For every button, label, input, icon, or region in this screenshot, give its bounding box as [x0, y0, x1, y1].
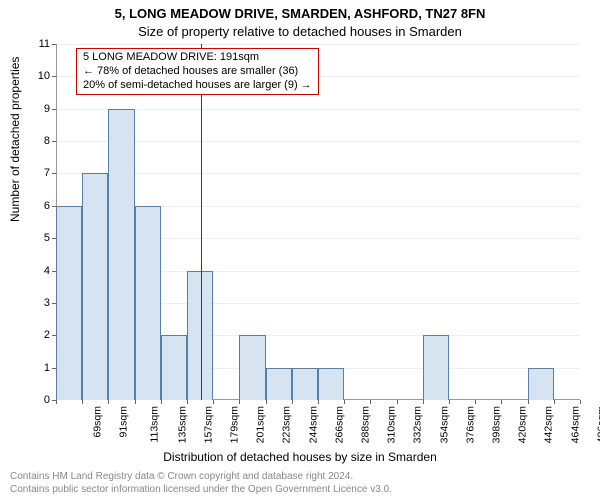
histogram-bar [108, 109, 134, 400]
footer-line1: Contains HM Land Registry data © Crown c… [10, 471, 392, 484]
x-tick-label: 113sqm [149, 406, 161, 443]
reference-line [201, 44, 202, 400]
x-axis-label: Distribution of detached houses by size … [0, 450, 600, 464]
x-tick-label: 376sqm [464, 406, 476, 443]
histogram-bar [56, 206, 82, 400]
histogram-bar [266, 368, 292, 400]
x-tick-label: 157sqm [202, 406, 214, 443]
x-tick-label: 135sqm [176, 406, 188, 443]
page-subtitle: Size of property relative to detached ho… [0, 24, 600, 39]
x-tick-label: 69sqm [92, 406, 104, 438]
footer-credits: Contains HM Land Registry data © Crown c… [10, 471, 392, 496]
x-tick-label: 266sqm [333, 406, 345, 443]
x-tick-label: 464sqm [569, 406, 581, 443]
x-tick-label: 91sqm [118, 406, 130, 438]
y-axis-label: Number of detached properties [8, 57, 22, 222]
histogram-bar [161, 335, 187, 400]
histogram-bar [187, 271, 213, 400]
y-tick-label: 2 [30, 329, 50, 341]
y-tick-label: 9 [30, 103, 50, 115]
y-tick-label: 3 [30, 297, 50, 309]
histogram-bar [82, 173, 108, 400]
histogram-bar [292, 368, 318, 400]
legend-box: 5 LONG MEADOW DRIVE: 191sqm← 78% of deta… [76, 48, 319, 95]
y-tick-label: 6 [30, 200, 50, 212]
footer-line2: Contains public sector information licen… [10, 484, 392, 497]
histogram-bar [135, 206, 161, 400]
y-tick-label: 7 [30, 167, 50, 179]
y-tick-label: 0 [30, 394, 50, 406]
page-title-address: 5, LONG MEADOW DRIVE, SMARDEN, ASHFORD, … [0, 6, 600, 21]
x-tick-label: 223sqm [281, 406, 293, 443]
legend-line3: 20% of semi-detached houses are larger (… [83, 79, 312, 93]
histogram-bar [423, 335, 449, 400]
legend-line2: ← 78% of detached houses are smaller (36… [83, 65, 312, 79]
x-tick-label: 179sqm [228, 406, 240, 443]
x-tick-label: 354sqm [438, 406, 450, 443]
legend-line1: 5 LONG MEADOW DRIVE: 191sqm [83, 51, 312, 65]
x-tick-label: 420sqm [517, 406, 529, 443]
y-tick-label: 11 [30, 38, 50, 50]
x-tick-label: 244sqm [307, 406, 319, 443]
y-tick-label: 4 [30, 265, 50, 277]
histogram-bar [528, 368, 554, 400]
x-tick-label: 332sqm [412, 406, 424, 443]
histogram-bar [239, 335, 265, 400]
histogram-bar [318, 368, 344, 400]
x-tick-label: 486sqm [595, 406, 600, 443]
x-tick-label: 310sqm [386, 406, 398, 443]
y-tick-label: 10 [30, 70, 50, 82]
x-tick-label: 201sqm [255, 406, 267, 443]
histogram-plot: 0123456789101169sqm91sqm113sqm135sqm157s… [56, 44, 580, 400]
x-tick-label: 398sqm [490, 406, 502, 443]
y-tick-label: 8 [30, 135, 50, 147]
y-tick-label: 5 [30, 232, 50, 244]
x-tick-label: 442sqm [543, 406, 555, 443]
y-tick-label: 1 [30, 362, 50, 374]
x-tick-label: 288sqm [359, 406, 371, 443]
